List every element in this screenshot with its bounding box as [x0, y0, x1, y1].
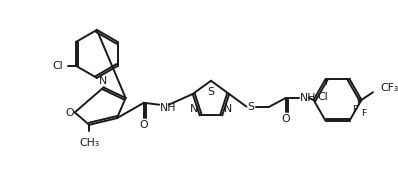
Text: O: O: [65, 108, 74, 118]
Text: F: F: [361, 109, 367, 118]
Text: F: F: [353, 105, 358, 114]
Text: NH: NH: [160, 103, 177, 113]
Text: N: N: [189, 104, 198, 114]
Text: CH₃: CH₃: [79, 138, 99, 148]
Text: CF₃: CF₃: [380, 83, 398, 93]
Text: O: O: [281, 114, 290, 124]
Text: F: F: [357, 98, 362, 107]
Text: N: N: [98, 76, 107, 86]
Text: S: S: [207, 87, 215, 97]
Text: N: N: [224, 104, 232, 114]
Text: Cl: Cl: [52, 61, 62, 71]
Text: Cl: Cl: [317, 92, 328, 102]
Text: S: S: [248, 102, 255, 112]
Text: NH: NH: [300, 93, 317, 103]
Text: O: O: [140, 120, 148, 130]
